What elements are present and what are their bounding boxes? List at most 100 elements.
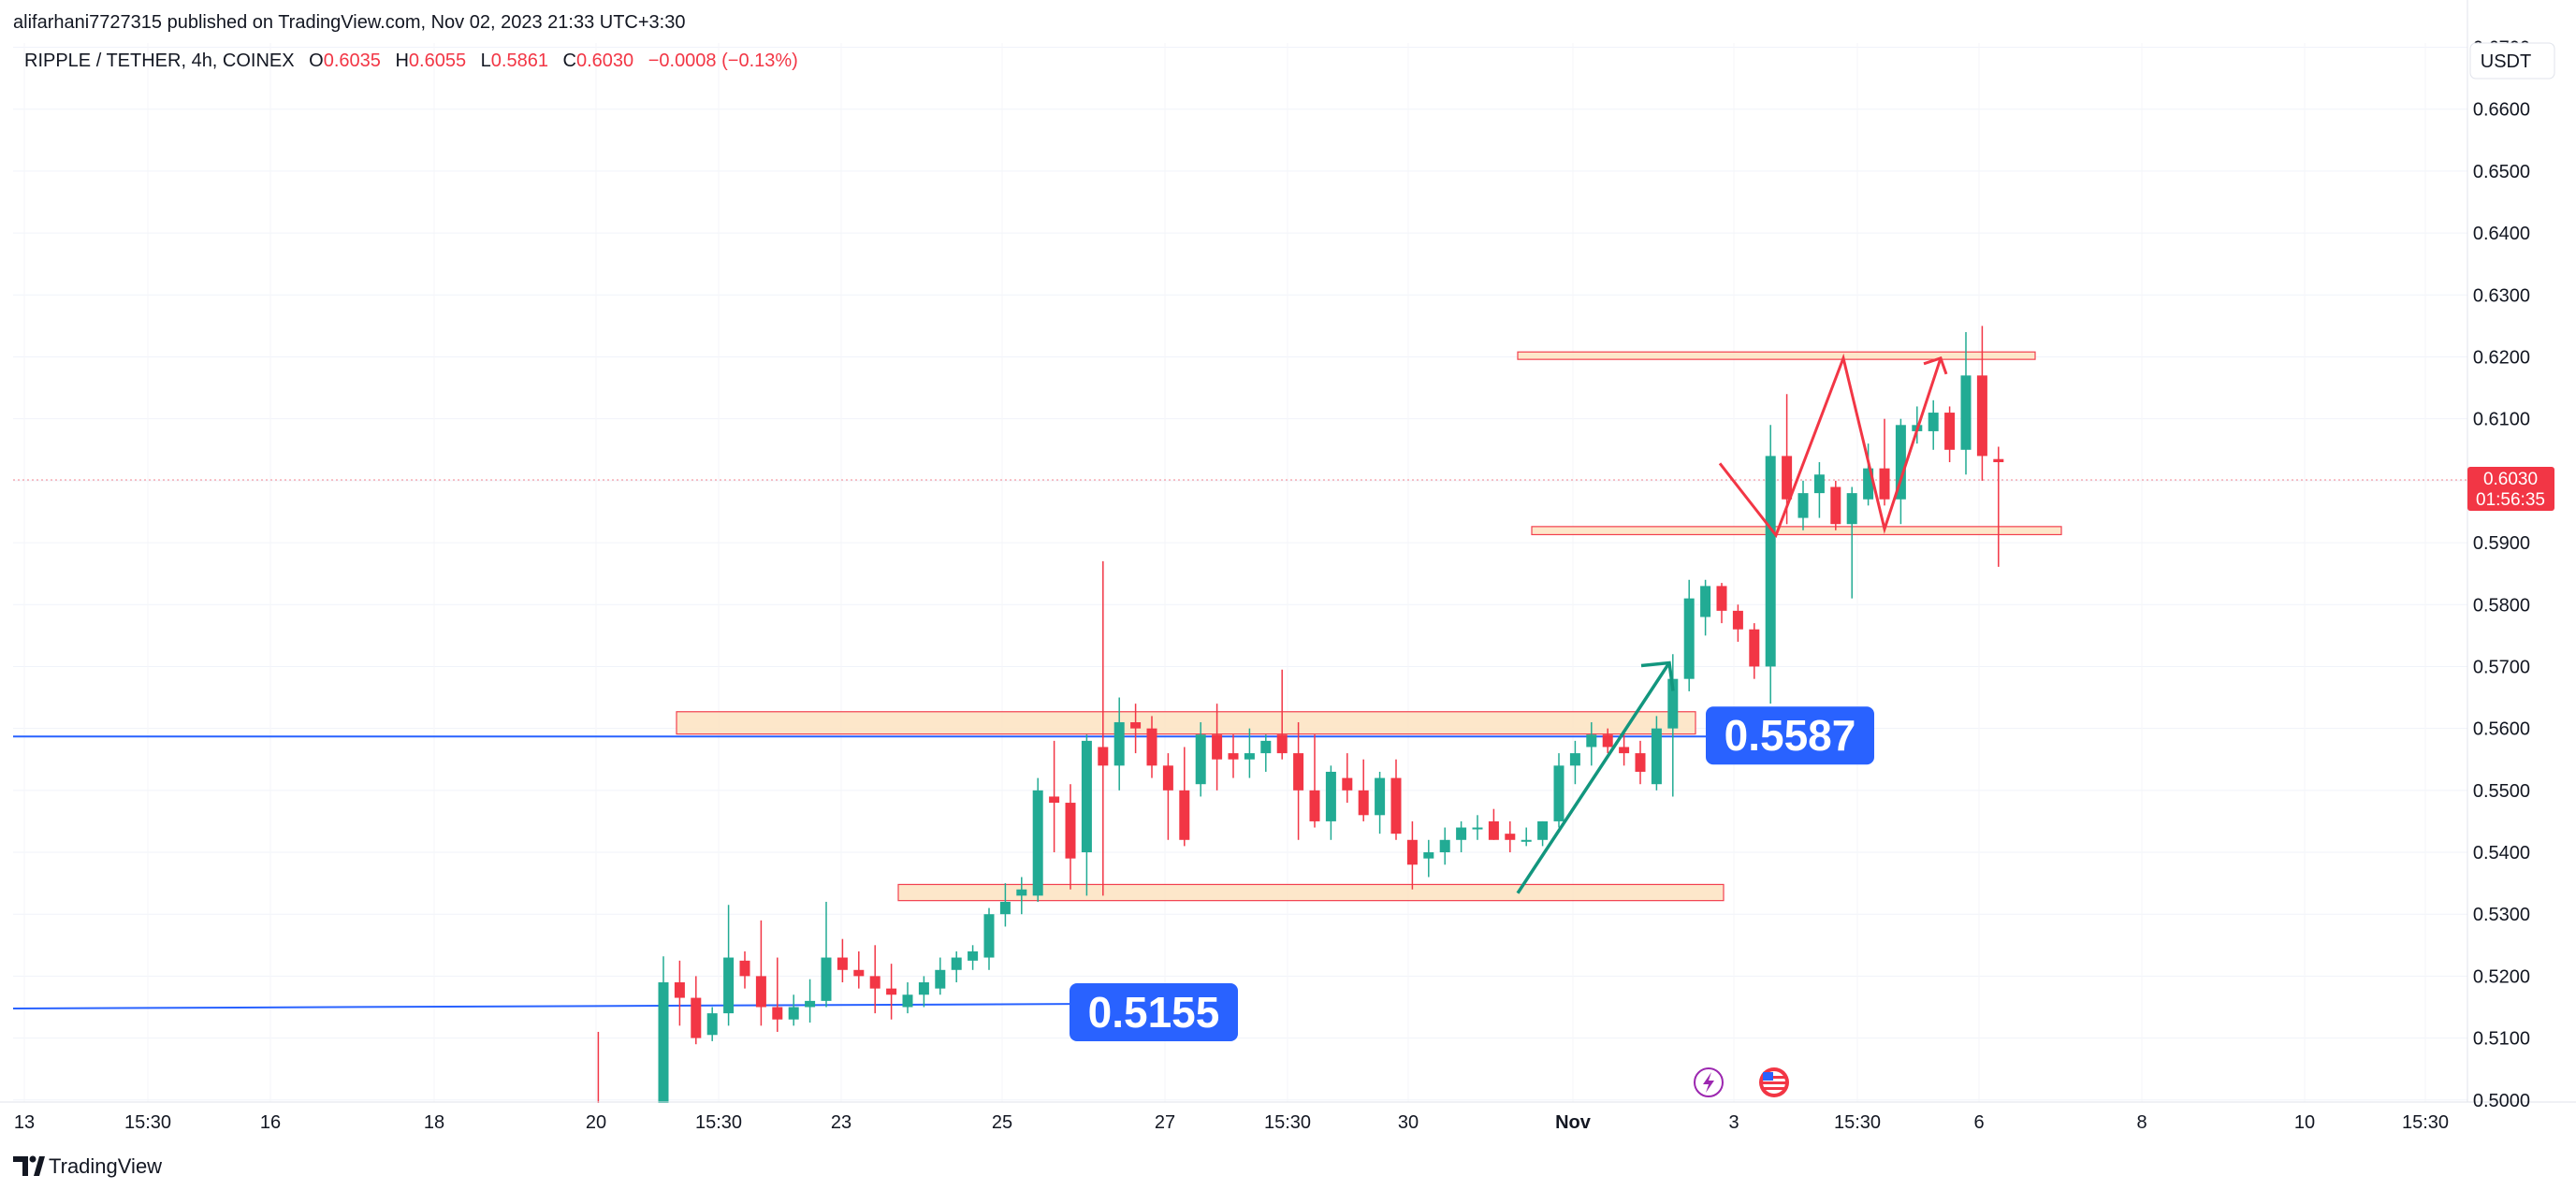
- candle-up: [1244, 753, 1255, 760]
- candle-down: [1309, 790, 1320, 821]
- tradingview-logo[interactable]: TradingView: [13, 1154, 162, 1178]
- price-badge: [1070, 983, 1238, 1041]
- symbol-title: RIPPLE / TETHER, 4h, COINEX: [24, 51, 295, 71]
- candle-up: [999, 901, 1011, 915]
- x-tick-label: 3: [1728, 1112, 1739, 1133]
- x-tick-label: 15:30: [695, 1112, 742, 1133]
- y-tick-label: 0.5500: [2473, 781, 2530, 802]
- lightning-icon[interactable]: [1694, 1067, 1724, 1097]
- published-text: alifarhani7727315 published on TradingVi…: [13, 12, 685, 33]
- y-tick-label: 0.5100: [2473, 1029, 2530, 1050]
- x-tick-label: 6: [1973, 1112, 1984, 1133]
- candle-up: [1521, 839, 1532, 842]
- level-line-0.5155: [12, 1003, 1070, 1009]
- last-price-value: 0.6030: [2483, 470, 2538, 489]
- candle-up: [658, 982, 669, 1107]
- bullish-arrow: [1516, 661, 1671, 894]
- candle-down: [1130, 722, 1142, 729]
- candle-up: [1846, 493, 1857, 525]
- candle-down: [886, 988, 897, 995]
- candle-down: [1782, 456, 1793, 500]
- y-tick-label: 0.6500: [2473, 162, 2530, 182]
- candle-up: [1081, 740, 1092, 853]
- x-tick-label: 15:30: [1834, 1112, 1881, 1133]
- l-value: 0.5861: [491, 51, 548, 71]
- y-tick-label: 0.5300: [2473, 905, 2530, 925]
- candle-down: [1879, 468, 1890, 500]
- candle-up: [788, 1007, 799, 1020]
- candle-down: [691, 997, 702, 1038]
- candle-up: [821, 957, 832, 1001]
- currency-label: USDT: [2481, 51, 2531, 72]
- candle-up: [951, 957, 962, 970]
- candle-up: [1651, 728, 1662, 785]
- y-tick-label: 0.6200: [2473, 347, 2530, 368]
- candle-down: [1342, 777, 1353, 791]
- last-price-label: 0.6030 01:56:35: [2467, 467, 2554, 511]
- y-tick-label: 0.6100: [2473, 410, 2530, 430]
- bullish-arrowhead: [1640, 660, 1675, 691]
- x-tick-label: 15:30: [124, 1112, 171, 1133]
- x-tick-label: 20: [586, 1112, 606, 1133]
- candle-up: [1325, 771, 1336, 821]
- x-tick-label: Nov: [1555, 1112, 1592, 1133]
- us-flag-icon[interactable]: [1759, 1067, 1789, 1097]
- candle-down: [1146, 728, 1157, 766]
- projection-path: [1718, 353, 1943, 539]
- support-resistance-zone: [676, 711, 1696, 735]
- candle-down: [1212, 734, 1223, 760]
- y-tick-label: 0.6400: [2473, 224, 2530, 244]
- candle-down: [837, 957, 848, 970]
- candle-down: [1619, 747, 1630, 754]
- candle-down: [1635, 753, 1646, 772]
- candle-up: [968, 951, 979, 961]
- price-axis[interactable]: 0.5000 0.5100 0.5200 0.5300 0.5400 0.5500 0.56…: [2473, 38, 2530, 1111]
- candle-up: [1423, 852, 1434, 859]
- candle-up: [1537, 820, 1549, 840]
- candle-down: [1602, 734, 1613, 747]
- candle-up: [935, 969, 946, 989]
- support-resistance-zone: [897, 883, 1725, 902]
- candle-up: [1195, 734, 1206, 785]
- y-tick-label: 0.5000: [2473, 1091, 2530, 1111]
- candle-up: [1472, 827, 1483, 830]
- candle-up: [723, 957, 735, 1014]
- x-tick-label: 25: [992, 1112, 1012, 1133]
- support-resistance-zone: [1517, 351, 2036, 360]
- candle-down: [1944, 413, 1956, 450]
- zones: [676, 351, 2062, 902]
- candle-down: [1716, 586, 1727, 611]
- candle-down: [1358, 790, 1369, 816]
- y-tick-label: 0.5800: [2473, 595, 2530, 616]
- candle-down: [1993, 458, 2004, 463]
- candle-up: [1960, 375, 1972, 450]
- time-axis[interactable]: 13 15:30 16 18 20 15:30 23 25 27 15:30 30 Nov 3 15:30…: [14, 1112, 2449, 1133]
- candle-up: [1765, 456, 1776, 667]
- y-tick-label: 0.5400: [2473, 843, 2530, 863]
- grid: [13, 43, 2467, 1102]
- candle-down: [869, 976, 880, 989]
- candle-up: [1016, 889, 1027, 896]
- ohlc-legend: RIPPLE / TETHER, 4h, COINEX O0.6035 H0.6…: [24, 51, 798, 71]
- c-value: 0.6030: [576, 51, 633, 71]
- change-value: −0.0008 (−0.13%): [648, 51, 798, 71]
- candle-down: [1732, 610, 1743, 630]
- x-tick-label: 15:30: [2402, 1112, 2449, 1133]
- y-tick-label: 0.5900: [2473, 533, 2530, 554]
- candle-down: [853, 969, 865, 977]
- candle-down: [1406, 839, 1418, 865]
- candle-down: [1293, 753, 1304, 791]
- candle-down: [1179, 790, 1190, 840]
- h-label: H: [395, 51, 408, 71]
- candle-up: [1260, 740, 1272, 754]
- tradingview-logo-text: TradingView: [49, 1154, 162, 1178]
- candle-down: [772, 1007, 783, 1020]
- y-tick-label: 0.6300: [2473, 285, 2530, 306]
- y-tick-label: 0.6600: [2473, 100, 2530, 121]
- x-tick-label: 8: [2136, 1112, 2147, 1133]
- currency-button[interactable]: USDT: [2469, 42, 2555, 80]
- candles: [576, 326, 2004, 1119]
- price-badge-label: 0.5155: [1088, 988, 1220, 1037]
- badges: 0.5587 0.5155: [1070, 706, 1874, 1041]
